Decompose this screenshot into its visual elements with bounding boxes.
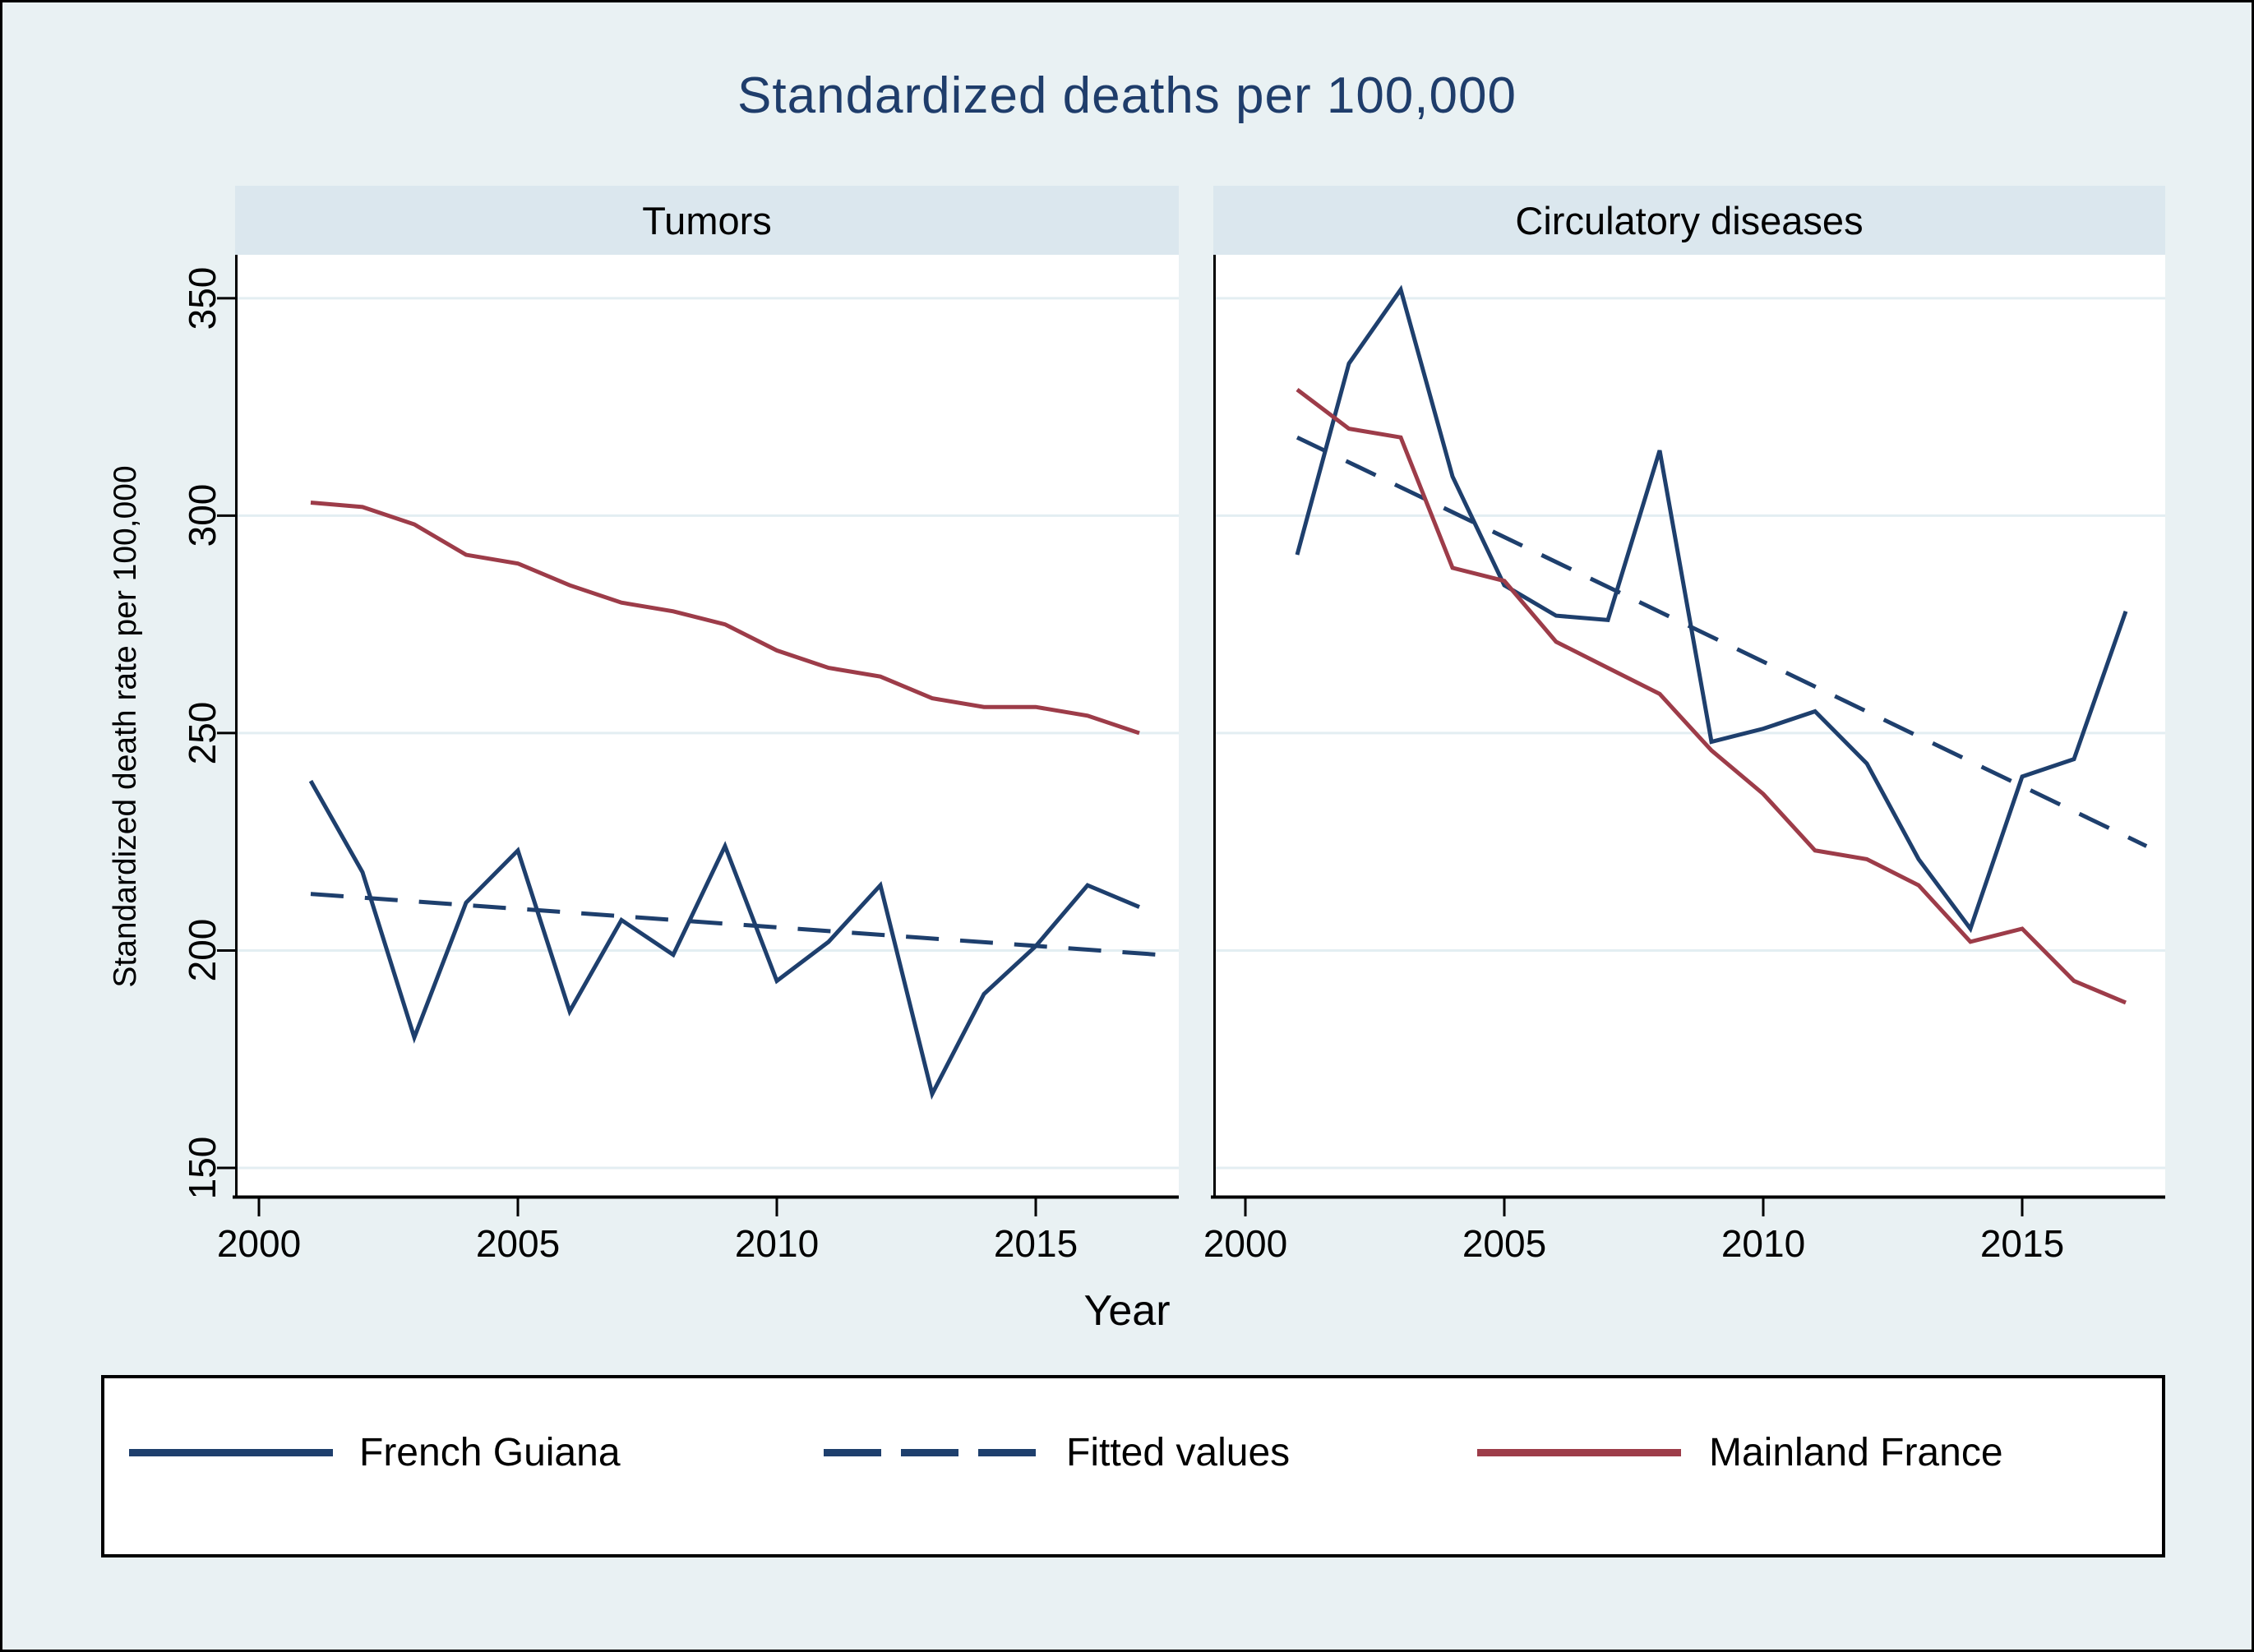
y-tick-label-150: 150 xyxy=(181,1136,224,1200)
x-tick-label-2005-panel0: 2005 xyxy=(475,1222,561,1265)
series-mainland-france xyxy=(1296,388,2127,1005)
panel-header-circulatory: Circulatory diseases xyxy=(1213,186,2165,255)
x-tick-label-2010-panel0: 2010 xyxy=(734,1222,820,1265)
legend-line-sample-french-guiana xyxy=(129,1449,333,1456)
y-tick-label-350: 350 xyxy=(181,266,224,330)
panel-title-circulatory: Circulatory diseases xyxy=(1515,198,1864,242)
x-tick-label-2005-panel1: 2005 xyxy=(1462,1222,1547,1265)
y-tick-label-300: 300 xyxy=(181,484,224,547)
y-tick-label-250: 250 xyxy=(181,701,224,765)
chart-title: Standardized deaths per 100,000 xyxy=(737,67,1517,124)
series-mainland-france xyxy=(310,501,1140,736)
panel-title-tumors: Tumors xyxy=(642,198,772,242)
legend-label-mainland-france: Mainland France xyxy=(1709,1431,2003,1474)
x-tick-label-2000-panel1: 2000 xyxy=(1203,1222,1288,1265)
x-tick-label-2000-panel0: 2000 xyxy=(216,1222,302,1265)
series-fitted-values xyxy=(310,892,1161,958)
circulatory-plot-area xyxy=(1211,255,2165,1216)
x-axis-title: Year xyxy=(1083,1287,1171,1335)
series-fitted-values xyxy=(1296,435,2148,848)
panel-header-tumors: Tumors xyxy=(235,186,1179,255)
x-tick-label-2010-panel1: 2010 xyxy=(1721,1222,1806,1265)
series-french-guiana xyxy=(1295,284,2128,934)
legend-line-sample-mainland-france xyxy=(1477,1449,1681,1456)
x-tick-label-2015-panel0: 2015 xyxy=(993,1222,1079,1265)
legend-line-sample-fitted-values xyxy=(824,1449,1036,1456)
circulatory-plot-svg xyxy=(1211,255,2165,1216)
y-axis-title: Standardized death rate per 100,000 xyxy=(108,465,143,988)
tumors-plot-svg xyxy=(217,255,1179,1216)
tumors-plot-area xyxy=(217,255,1179,1216)
series-french-guiana xyxy=(308,779,1140,1101)
legend-label-fitted-values: Fitted values xyxy=(1066,1431,1291,1474)
x-tick-label-2015-panel1: 2015 xyxy=(1979,1222,2065,1265)
legend-box: French Guiana Fitted values Mainland Fra… xyxy=(101,1375,2165,1557)
legend-label-french-guiana: French Guiana xyxy=(359,1431,621,1474)
y-tick-label-200: 200 xyxy=(181,919,224,982)
